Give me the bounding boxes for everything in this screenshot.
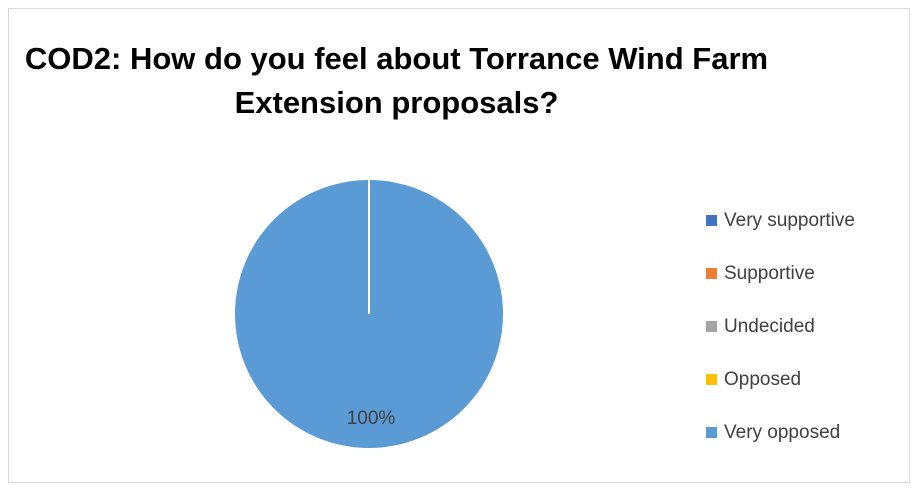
legend-item: Undecided: [706, 300, 906, 353]
chart-frame: COD2: How do you feel about Torrance Win…: [8, 8, 910, 483]
legend-item: Very supportive: [706, 194, 906, 247]
chart-title: COD2: How do you feel about Torrance Win…: [24, 41, 769, 120]
legend-label: Supportive: [724, 262, 815, 284]
legend-swatch: [706, 374, 717, 385]
legend-item: Opposed: [706, 353, 906, 406]
legend-label: Undecided: [724, 315, 815, 337]
legend-label: Opposed: [724, 368, 802, 390]
legend-item: Very opposed: [706, 406, 906, 459]
legend-swatch: [706, 215, 717, 226]
data-label: 100%: [347, 408, 396, 429]
legend-swatch: [706, 268, 717, 279]
legend-item: Supportive: [706, 247, 906, 300]
legend-swatch: [706, 427, 717, 438]
legend-label: Very supportive: [724, 209, 855, 231]
chart-legend: Very supportive Supportive Undecided Oppose…: [706, 194, 906, 459]
legend-swatch: [706, 321, 717, 332]
legend-label: Very opposed: [724, 421, 841, 443]
pie-chart: 100%: [235, 180, 503, 448]
